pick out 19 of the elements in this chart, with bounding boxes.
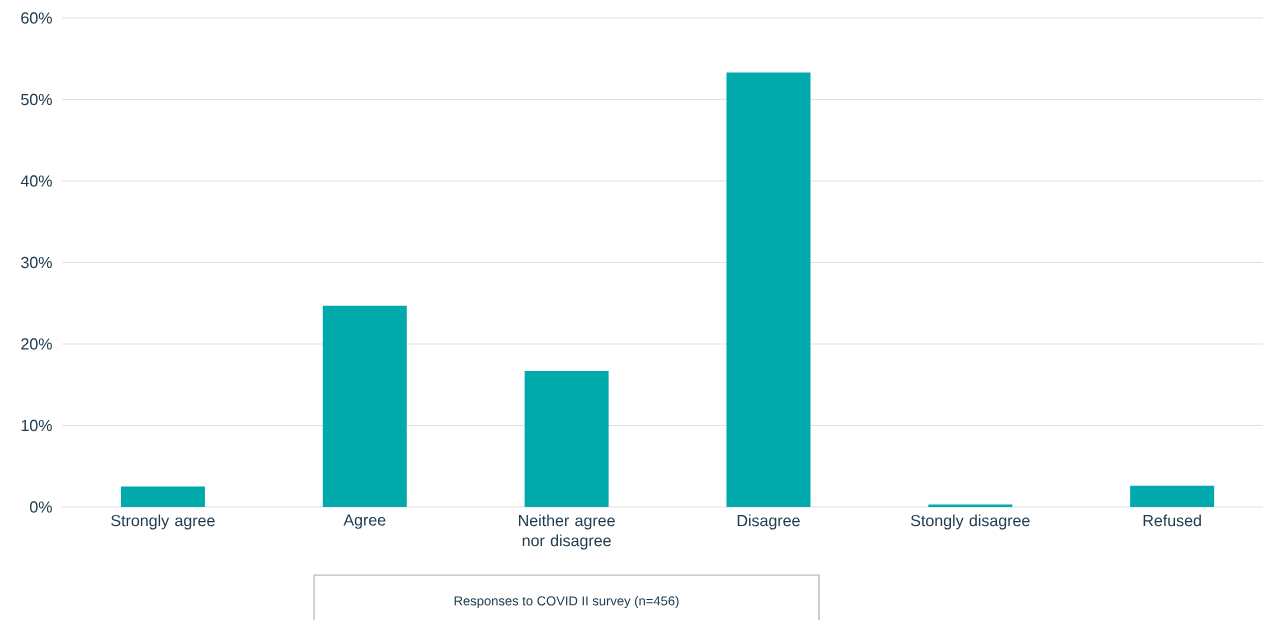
bar [1130,485,1215,507]
x-tick-label: Stongly disagree [910,514,1030,530]
x-tick-label: Neither agree nor disagree [519,514,615,550]
y-tick-label: 20% [21,338,52,350]
y-tick-label: 60% [21,12,52,24]
bar [120,486,205,507]
x-tick-label: Agree [343,514,386,529]
x-tick-label: Disagree [737,514,800,530]
x-tick-label: Strongly agree [111,514,215,530]
bar [726,72,811,507]
y-tick-label: 30% [21,256,52,269]
y-tick-label: 50% [21,93,52,106]
x-tick-label: Refused [1143,514,1201,527]
y-tick-label: 10% [21,419,52,432]
y-tick-label: 0% [29,501,52,513]
bar [524,370,609,507]
bar [322,305,407,507]
text: Responses to COVID II survey (n=456) [454,595,679,609]
y-tick-label: 40% [20,175,52,187]
